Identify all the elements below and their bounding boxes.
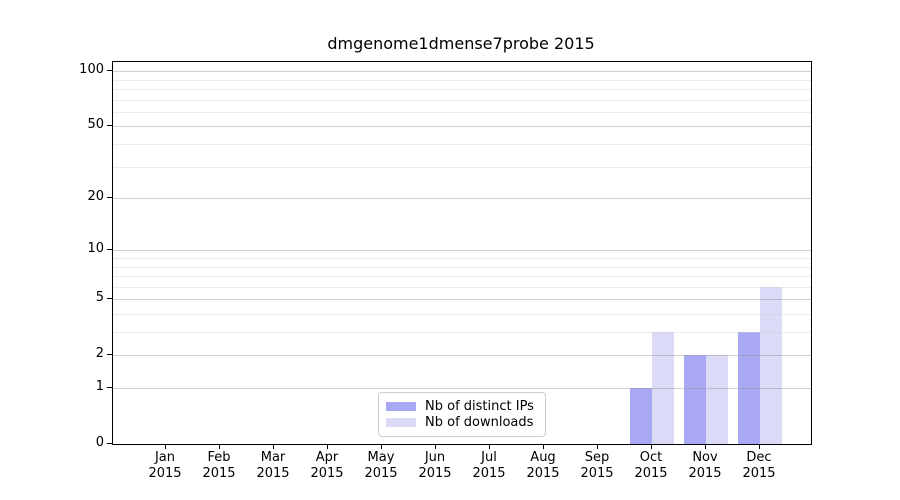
chart-title: dmgenome1dmense7probe 2015	[327, 34, 595, 53]
gridline-major	[113, 355, 811, 357]
gridline-major	[113, 71, 811, 73]
gridline-minor	[113, 313, 811, 315]
y-tick-label: 1	[95, 379, 104, 394]
y-tick-label: 50	[87, 117, 104, 133]
y-tick-label: 0	[95, 435, 104, 450]
x-tick-label: Feb 2015	[202, 450, 236, 481]
x-tick-label: Nov 2015	[688, 450, 722, 481]
gridline-minor	[113, 286, 811, 288]
x-tick-label: Sep 2015	[580, 450, 614, 481]
gridline-major	[113, 198, 811, 199]
gridline-major	[113, 299, 811, 301]
legend-swatch-downloads	[386, 418, 416, 427]
gridline-minor	[113, 143, 811, 145]
bar-nb-of-downloads-oct	[652, 332, 674, 444]
x-tick-label: Dec 2015	[742, 450, 776, 481]
y-tick-label: 2	[95, 346, 104, 362]
x-tick-mark	[381, 444, 383, 449]
legend: Nb of distinct IPs Nb of downloads	[378, 392, 546, 437]
gridlines-over-layer	[113, 62, 811, 444]
x-tick-mark	[327, 444, 329, 449]
gridline-major	[113, 388, 811, 389]
legend-item-downloads: Nb of downloads	[386, 415, 537, 430]
x-tick-mark	[651, 444, 653, 449]
y-tick-mark	[107, 70, 112, 72]
y-tick-mark	[107, 443, 112, 445]
y-tick-label: 10	[87, 241, 104, 257]
legend-label-distinct-ips: Nb of distinct IPs	[425, 399, 534, 414]
y-tick-label: 100	[79, 62, 104, 78]
y-tick-mark	[107, 125, 112, 127]
x-tick-mark	[489, 444, 491, 449]
legend-item-distinct-ips: Nb of distinct IPs	[386, 399, 537, 414]
y-tick-mark	[107, 298, 112, 300]
x-tick-label: Oct 2015	[634, 450, 668, 481]
x-tick-mark	[435, 444, 437, 449]
x-tick-mark	[219, 444, 221, 449]
x-tick-label: Jun 2015	[418, 450, 452, 481]
x-tick-label: Jul 2015	[472, 450, 506, 481]
x-tick-label: Jan 2015	[148, 450, 182, 481]
x-tick-mark	[543, 444, 545, 449]
x-tick-label: Apr 2015	[310, 450, 344, 481]
x-tick-label: Mar 2015	[256, 450, 290, 481]
y-tick-mark	[107, 249, 112, 251]
x-tick-mark	[273, 444, 275, 449]
gridline-major	[113, 250, 811, 252]
legend-label-downloads: Nb of downloads	[425, 415, 534, 430]
gridline-minor	[113, 79, 811, 81]
gridline-major	[113, 126, 811, 128]
gridline-minor	[113, 266, 811, 268]
gridline-minor	[113, 99, 811, 101]
plot-area	[112, 61, 812, 445]
x-tick-mark	[759, 444, 761, 449]
x-tick-label: Aug 2015	[526, 450, 560, 481]
gridline-minor	[113, 276, 811, 277]
y-tick-label: 20	[87, 189, 104, 204]
legend-swatch-distinct-ips	[386, 402, 416, 411]
bar-nb-of-distinct-ips-oct	[630, 388, 652, 444]
gridline-minor	[113, 257, 811, 259]
bar-nb-of-distinct-ips-dec	[738, 332, 760, 444]
bar-nb-of-distinct-ips-nov	[684, 355, 706, 444]
x-tick-mark	[165, 444, 167, 449]
bars-layer	[113, 62, 811, 444]
x-tick-mark	[597, 444, 599, 449]
gridline-minor	[113, 111, 811, 113]
bar-nb-of-downloads-nov	[706, 355, 728, 444]
x-tick-mark	[705, 444, 707, 449]
y-tick-mark	[107, 197, 112, 199]
y-tick-mark	[107, 387, 112, 389]
gridline-minor	[113, 88, 811, 90]
gridline-minor	[113, 332, 811, 333]
y-tick-label: 5	[95, 290, 104, 306]
bar-nb-of-downloads-dec	[760, 286, 782, 444]
gridline-minor	[113, 166, 811, 168]
y-tick-mark	[107, 354, 112, 356]
x-tick-label: May 2015	[364, 450, 398, 481]
